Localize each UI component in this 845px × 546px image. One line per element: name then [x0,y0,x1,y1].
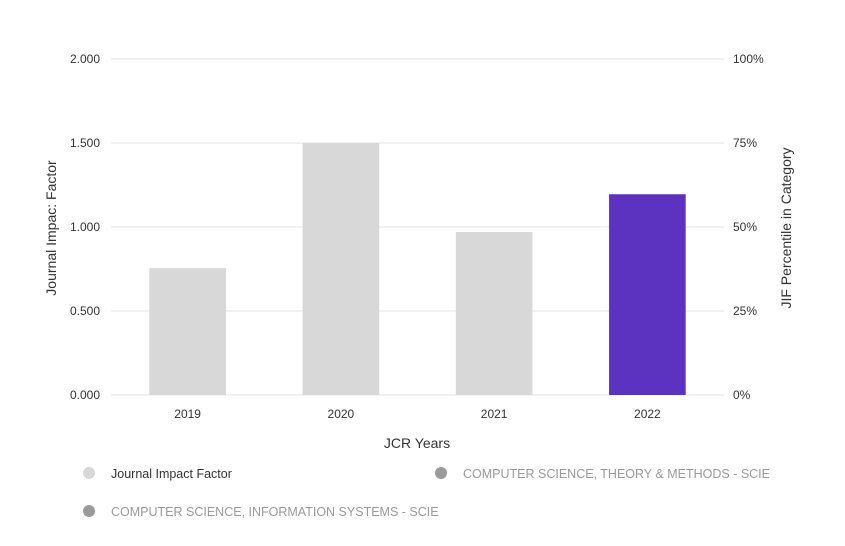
y2-tick-label: 100% [733,52,764,66]
y-tick-label: 1.000 [70,220,100,234]
bar-2021[interactable] [455,232,533,395]
legend-item-information-systems[interactable]: COMPUTER SCIENCE, INFORMATION SYSTEMS - … [83,505,439,519]
y-axis-ticks: 0.000 0.500 1.000 1.500 2.000 [70,52,100,402]
legend-label-information-systems: COMPUTER SCIENCE, INFORMATION SYSTEMS - … [111,505,439,519]
legend-marker-theory-methods [435,467,447,479]
y2-tick-label: 0% [733,388,751,402]
y-tick-label: 0.500 [70,304,100,318]
x-tick-label: 2020 [328,407,355,421]
legend-marker-journal-impact-factor [83,467,95,479]
y-tick-label: 2.000 [70,52,100,66]
bar-2020[interactable] [302,143,380,395]
legend-item-journal-impact-factor[interactable]: Journal Impact Factor [83,467,232,481]
y-axis-title: Journal Impac: Factor [43,160,59,296]
bar-2019[interactable] [149,268,226,395]
legend-item-theory-methods[interactable]: COMPUTER SCIENCE, THEORY & METHODS - SCI… [435,467,770,481]
legend-label-journal-impact-factor: Journal Impact Factor [111,467,232,481]
legend-label-theory-methods: COMPUTER SCIENCE, THEORY & METHODS - SCI… [463,467,770,481]
bar-2022[interactable] [609,194,686,395]
y2-tick-label: 25% [733,304,757,318]
y2-axis-title: JIF Percentile in Category [778,147,794,308]
x-axis-ticks: 2019 2020 2021 2022 [174,407,661,421]
bars [149,143,686,395]
y-tick-label: 1.500 [70,136,100,150]
y-tick-label: 0.000 [70,388,100,402]
x-tick-label: 2021 [481,407,508,421]
x-axis-title: JCR Years [384,435,450,451]
legend-marker-information-systems [83,505,95,517]
legend: Journal Impact Factor COMPUTER SCIENCE, … [83,467,770,519]
y2-axis-ticks: 0% 25% 50% 75% 100% [733,52,764,402]
x-tick-label: 2022 [634,407,661,421]
x-tick-label: 2019 [174,407,201,421]
y2-tick-label: 75% [733,136,757,150]
y2-tick-label: 50% [733,220,757,234]
